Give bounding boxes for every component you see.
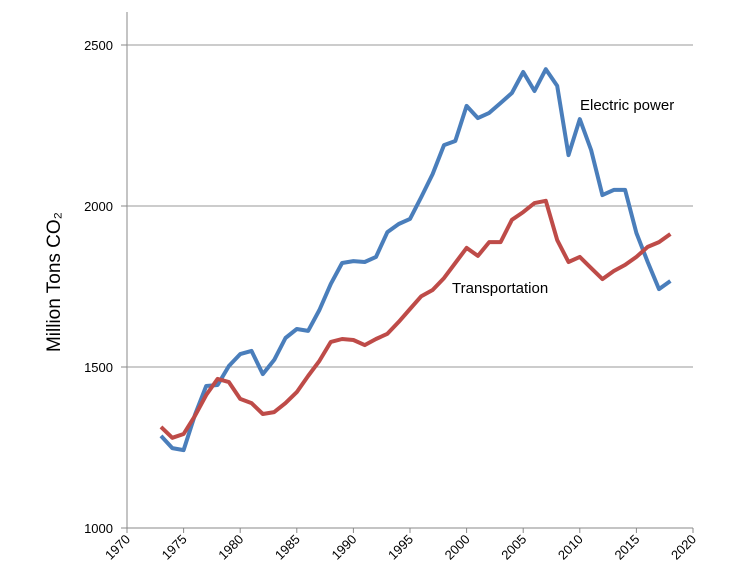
x-tick-label: 1980 <box>215 532 246 563</box>
y-tick-label: 2500 <box>84 38 113 53</box>
x-tick-label: 2000 <box>442 532 473 563</box>
y-axis-label: Million Tons CO₂ <box>44 212 65 352</box>
x-tick-label: 1970 <box>102 532 133 563</box>
x-tick-label: 2015 <box>611 532 642 563</box>
series-line <box>159 67 672 453</box>
y-tick-label: 2000 <box>84 199 113 214</box>
y-tick-label: 1500 <box>84 360 113 375</box>
series-label: Electric power <box>580 97 674 114</box>
series-line <box>159 198 672 440</box>
x-tick-label: 1975 <box>159 532 190 563</box>
x-tick-label: 1995 <box>385 532 416 563</box>
x-tick-label: 1985 <box>272 532 303 563</box>
x-tick-label: 2010 <box>555 532 586 563</box>
x-tick-label: 1990 <box>328 532 359 563</box>
y-tick-label: 1000 <box>84 521 113 536</box>
x-tick-label: 2005 <box>498 532 529 563</box>
x-tick-label: 2020 <box>668 532 699 563</box>
series-label: Transportation <box>452 280 548 297</box>
